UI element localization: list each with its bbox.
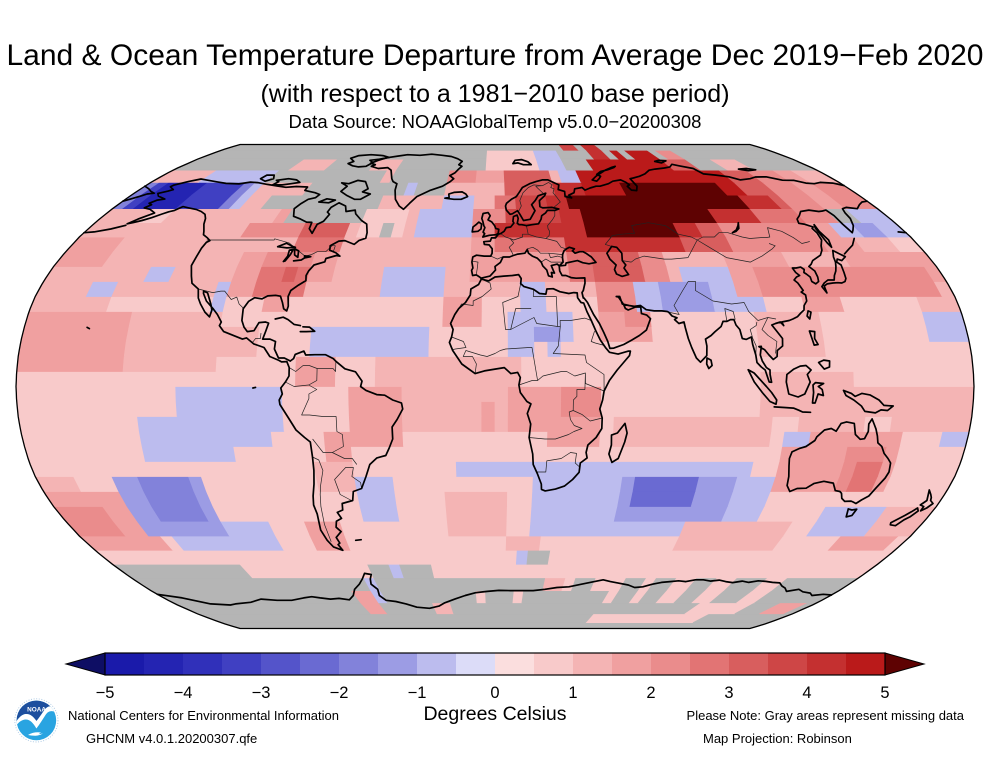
- svg-text:−5: −5: [96, 684, 115, 702]
- svg-text:4: 4: [802, 684, 811, 702]
- svg-text:3: 3: [724, 684, 733, 702]
- svg-text:NOAA: NOAA: [27, 707, 46, 714]
- svg-text:−3: −3: [252, 684, 271, 702]
- svg-text:1: 1: [568, 684, 577, 702]
- svg-text:−4: −4: [174, 684, 193, 702]
- svg-text:5: 5: [880, 684, 889, 702]
- svg-text:0: 0: [490, 684, 499, 702]
- svg-text:−2: −2: [330, 684, 349, 702]
- svg-text:−1: −1: [408, 684, 427, 702]
- svg-text:2: 2: [646, 684, 655, 702]
